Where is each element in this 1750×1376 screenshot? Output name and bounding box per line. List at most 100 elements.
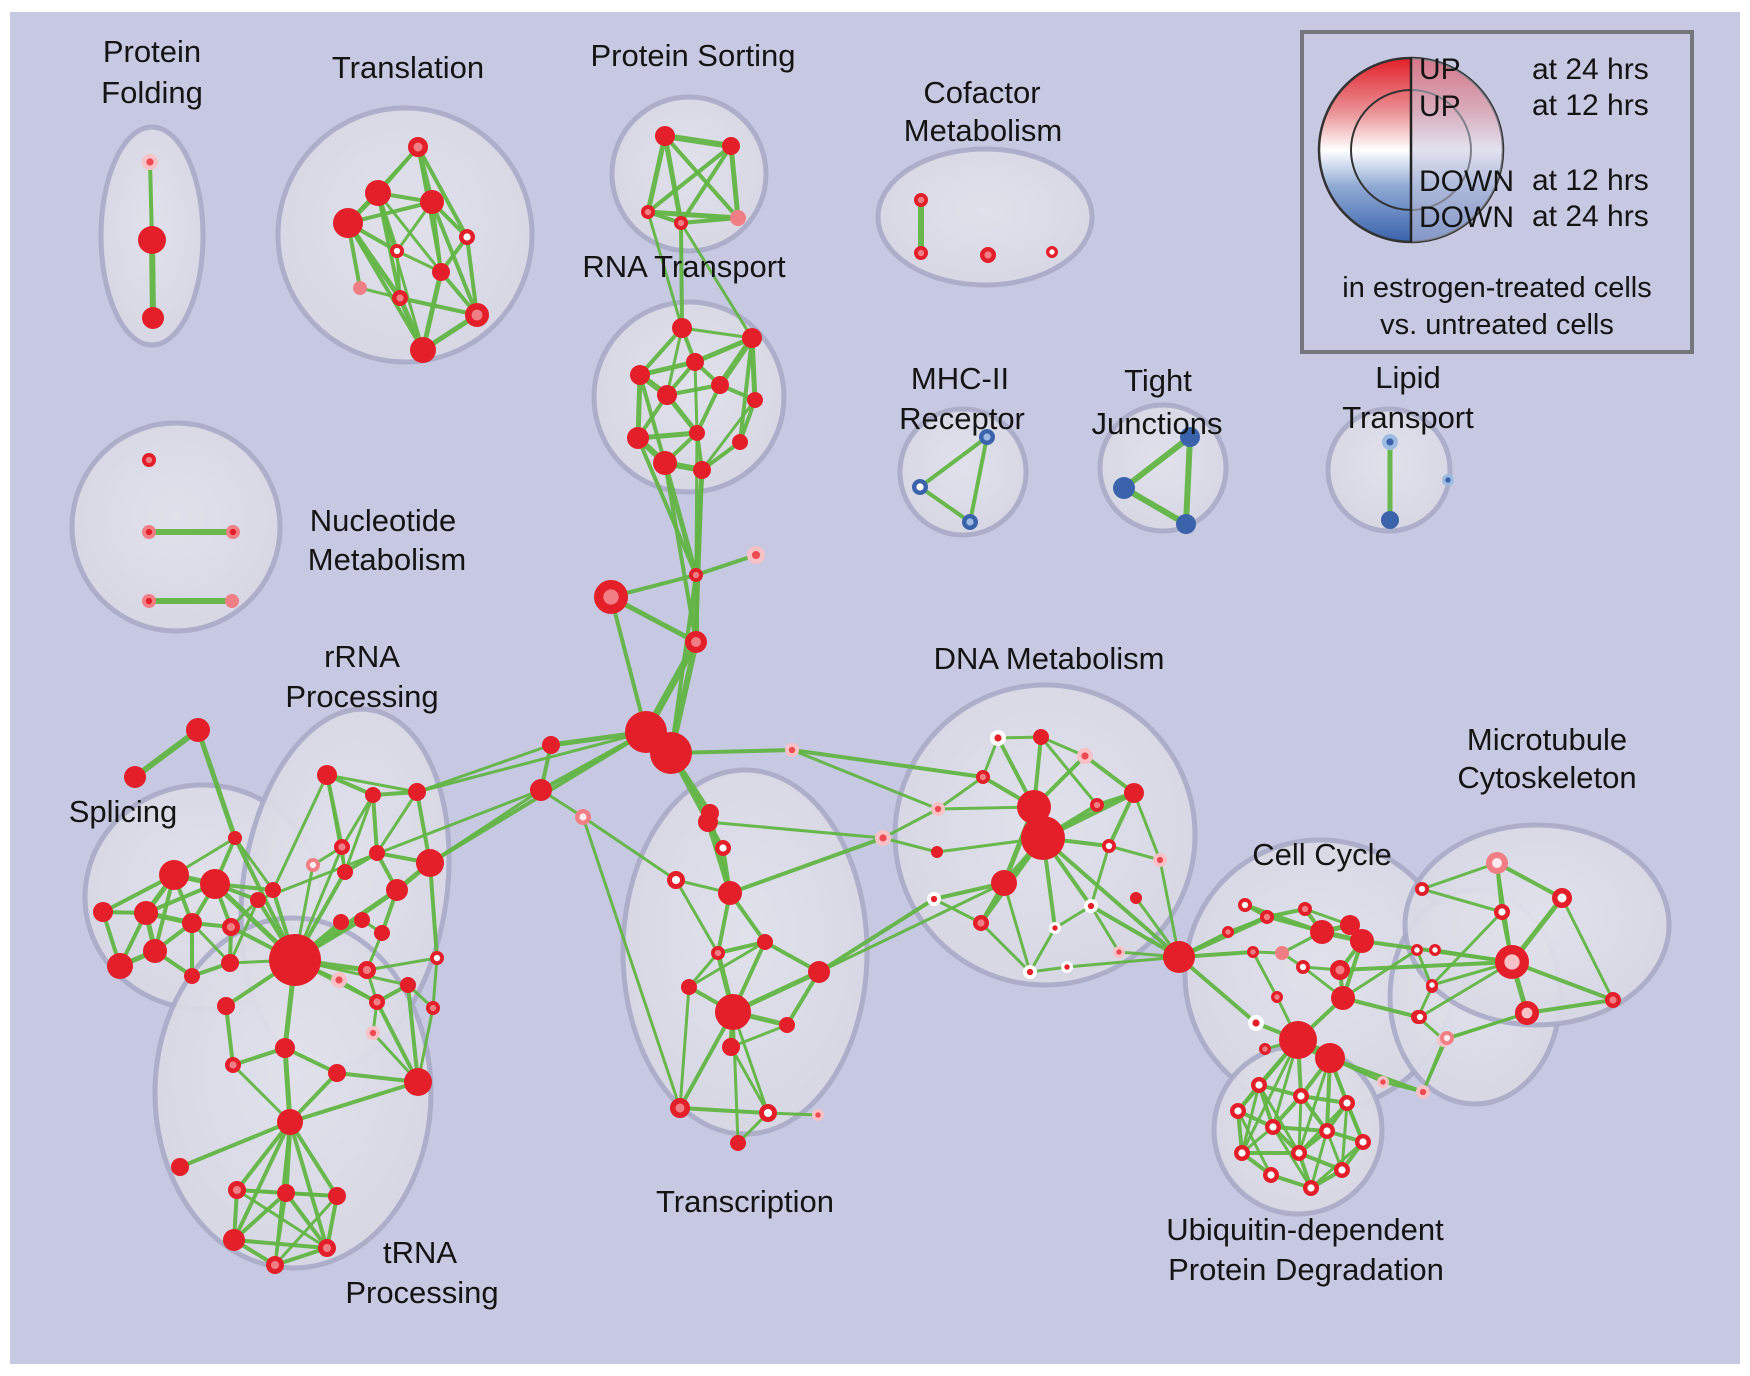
gene-node-sp11: [250, 892, 266, 908]
legend-row-state: DOWN: [1419, 201, 1514, 234]
cluster-label: Tight: [1124, 363, 1192, 398]
gene-node-tn1: [217, 997, 235, 1015]
cluster-label: tRNA: [383, 1235, 457, 1270]
cluster-label: Translation: [332, 50, 484, 85]
edge: [1420, 887, 1504, 914]
cluster-label: Processing: [285, 679, 438, 714]
gene-node-mt9: [1604, 992, 1621, 1009]
edge: [1089, 844, 1111, 908]
edge: [918, 435, 989, 489]
gene-node-cc16: [1411, 944, 1424, 957]
gene-node-hub2: [650, 732, 692, 774]
gene-node-rr8: [386, 879, 408, 901]
edge: [679, 216, 740, 225]
gene-node-rr11: [333, 914, 349, 930]
gene-node-tr3: [666, 870, 685, 889]
edge: [1525, 998, 1615, 1015]
edge: [1041, 836, 1181, 959]
edge: [645, 133, 668, 215]
edge: [638, 326, 684, 377]
edge: [1297, 1094, 1303, 1155]
gene-node-tr15: [730, 1135, 746, 1151]
gene-node-tr7: [681, 979, 697, 995]
cluster-label: DNA Metabolism: [934, 641, 1165, 676]
cluster-label: Cofactor: [923, 75, 1040, 110]
gene-node-dm9: [1017, 790, 1051, 824]
gene-node-mc3: [1440, 1031, 1455, 1046]
edge: [729, 1045, 770, 1115]
cluster-label: Folding: [101, 75, 203, 110]
gene-node-st1: [186, 718, 210, 742]
cluster-label: Protein: [103, 34, 201, 69]
gene-node-tl9: [392, 290, 409, 307]
cluster-label: Transcription: [656, 1184, 834, 1219]
gene-node-sp5: [222, 917, 241, 936]
gene-node-dm4: [975, 769, 990, 784]
gene-node-tn7: [400, 977, 416, 993]
edge: [284, 1191, 329, 1250]
gene-node-ub2: [1292, 1087, 1309, 1104]
gene-node-tj1: [1180, 427, 1200, 447]
gene-node-tn6: [369, 994, 386, 1011]
cluster-label: Nucleotide: [310, 503, 456, 538]
gene-node-sp2: [200, 869, 230, 899]
gene-node-ps4: [673, 216, 688, 231]
edge: [1341, 996, 1420, 1019]
edge: [1121, 485, 1189, 527]
edge: [195, 727, 238, 841]
edge: [325, 773, 419, 794]
gene-node-mh2: [912, 479, 929, 496]
edge: [376, 191, 425, 352]
gene-node-tn13: [328, 1187, 346, 1205]
gene-node-ps2: [722, 137, 740, 155]
gene-node-rt1: [672, 318, 692, 338]
gene-node-dm13: [1153, 852, 1168, 867]
gene-node-sp9: [184, 968, 200, 984]
edge: [1420, 861, 1499, 891]
gene-node-mh1: [979, 429, 996, 446]
edge: [1495, 861, 1564, 900]
edge: [1158, 858, 1181, 959]
gene-node-tn16: [266, 1255, 285, 1274]
edge: [678, 985, 691, 1110]
cluster-label: Metabolism: [308, 542, 467, 577]
gene-node-cc12: [1247, 1015, 1264, 1032]
edge: [790, 748, 985, 779]
gene-node-cc23: [1222, 926, 1235, 939]
gene-node-lt2: [1381, 511, 1399, 529]
legend-row-time: at 24 hrs: [1532, 200, 1649, 233]
gene-node-iso1: [171, 1158, 189, 1176]
edge: [1328, 1056, 1425, 1094]
cluster-label: Protein Sorting: [590, 38, 795, 73]
edge: [416, 145, 469, 239]
edge: [235, 1120, 292, 1192]
edge: [700, 398, 757, 472]
edge: [881, 836, 939, 854]
gene-node-rt8: [627, 427, 649, 449]
edge: [340, 793, 375, 849]
gene-node-dm15: [973, 915, 990, 932]
edge: [430, 200, 479, 317]
gene-node-ps1: [655, 126, 675, 146]
edge: [645, 209, 741, 221]
gene-node-rr15: [429, 950, 444, 965]
gene-node-cc4: [1275, 946, 1289, 960]
gene-node-cc6: [1330, 960, 1350, 980]
gene-node-tn15: [318, 1238, 337, 1257]
edge: [224, 1004, 235, 1067]
gene-node-tr4: [718, 881, 742, 905]
edge: [428, 861, 439, 960]
cluster-label: Receptor: [899, 401, 1025, 436]
gene-node-tr12: [670, 1098, 690, 1118]
edge: [415, 743, 553, 794]
cluster-label: Cell Cycle: [1252, 837, 1392, 872]
legend-row-time: at 12 hrs: [1532, 89, 1649, 122]
gene-node-ch4: [685, 631, 708, 654]
legend-note-line2: vs. untreated cells: [1380, 309, 1614, 341]
edge: [817, 897, 936, 974]
gene-node-tr8: [808, 961, 830, 983]
edge: [1132, 791, 1162, 862]
gene-node-tr11: [722, 1038, 740, 1056]
edge: [729, 1023, 789, 1049]
